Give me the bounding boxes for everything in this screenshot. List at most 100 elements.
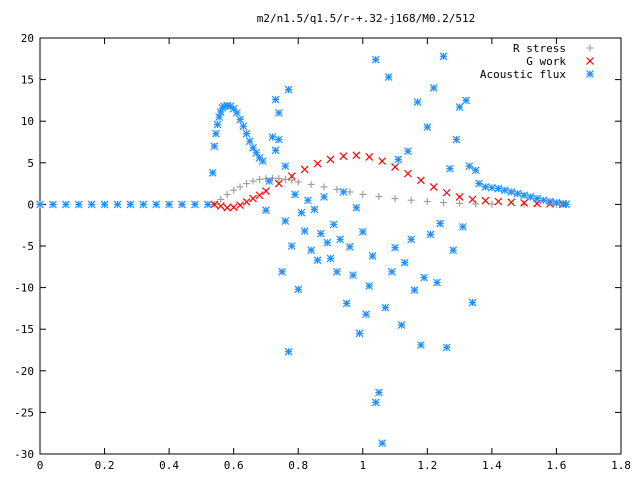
data-point bbox=[374, 388, 383, 397]
data-point bbox=[236, 115, 245, 124]
data-point bbox=[391, 243, 399, 252]
y-tick-label: -30 bbox=[14, 448, 34, 461]
data-point bbox=[552, 198, 561, 207]
data-point bbox=[420, 273, 429, 282]
data-point bbox=[320, 183, 328, 191]
data-point bbox=[407, 196, 415, 204]
data-point bbox=[462, 96, 470, 105]
data-point bbox=[439, 199, 447, 207]
data-point bbox=[139, 200, 148, 209]
data-point bbox=[472, 200, 480, 208]
data-point bbox=[397, 321, 406, 329]
data-point bbox=[243, 180, 251, 188]
data-point bbox=[455, 192, 464, 201]
data-point bbox=[239, 122, 248, 131]
data-point bbox=[513, 189, 522, 198]
data-point bbox=[48, 200, 57, 209]
data-point bbox=[210, 142, 219, 151]
data-point bbox=[449, 246, 458, 255]
data-point bbox=[375, 192, 383, 200]
legend-marker bbox=[586, 57, 594, 65]
data-point bbox=[416, 341, 425, 349]
data-point bbox=[391, 195, 399, 203]
series-3 bbox=[36, 52, 571, 448]
data-point bbox=[436, 219, 445, 228]
data-point bbox=[329, 220, 338, 229]
data-point bbox=[242, 197, 251, 206]
data-point bbox=[274, 108, 283, 117]
data-point bbox=[404, 147, 412, 156]
data-point bbox=[249, 194, 257, 203]
data-point bbox=[371, 55, 380, 64]
x-tick-label: 1 bbox=[359, 459, 366, 472]
data-point bbox=[300, 165, 309, 174]
data-point bbox=[407, 235, 416, 244]
data-point bbox=[349, 271, 358, 280]
data-point bbox=[165, 200, 174, 209]
data-point bbox=[61, 200, 70, 209]
data-point bbox=[423, 123, 432, 131]
data-point bbox=[249, 177, 257, 185]
data-point bbox=[236, 183, 244, 191]
data-point bbox=[333, 267, 341, 276]
data-point bbox=[488, 200, 496, 208]
data-point bbox=[275, 175, 283, 183]
data-point bbox=[310, 205, 319, 214]
x-tick-label: 1.8 bbox=[611, 459, 631, 472]
data-point bbox=[287, 242, 296, 250]
data-point bbox=[262, 206, 270, 215]
data-point bbox=[539, 196, 548, 205]
data-point bbox=[203, 200, 212, 209]
data-point bbox=[297, 208, 306, 217]
data-point bbox=[345, 242, 354, 251]
data-point bbox=[242, 129, 251, 138]
data-point bbox=[191, 200, 199, 209]
data-point bbox=[416, 176, 425, 185]
data-point bbox=[358, 227, 367, 236]
data-point bbox=[245, 137, 254, 146]
x-axis: 0 0.2 0.4 0.6 0.8 1 1.2 1.4 1.6 1.8 bbox=[37, 38, 631, 472]
data-point bbox=[307, 180, 315, 188]
data-point bbox=[152, 200, 161, 209]
data-point bbox=[339, 187, 348, 196]
data-point bbox=[178, 200, 186, 209]
data-point bbox=[262, 187, 270, 196]
data-point bbox=[359, 190, 367, 198]
data-point bbox=[223, 190, 231, 198]
data-point bbox=[384, 73, 393, 82]
data-point bbox=[284, 85, 293, 94]
data-point bbox=[255, 191, 264, 200]
data-point bbox=[387, 267, 396, 276]
data-point bbox=[300, 227, 309, 235]
data-point bbox=[433, 278, 441, 287]
data-point bbox=[339, 152, 348, 161]
data-point bbox=[455, 103, 464, 111]
data-point bbox=[546, 197, 554, 206]
data-point bbox=[294, 285, 303, 294]
data-point bbox=[520, 191, 529, 200]
legend-label: G work bbox=[526, 55, 566, 68]
data-point bbox=[278, 267, 287, 276]
data-point bbox=[471, 166, 480, 175]
data-point bbox=[36, 200, 44, 209]
data-point bbox=[562, 200, 571, 209]
data-point bbox=[446, 164, 454, 173]
data-point bbox=[213, 120, 222, 129]
data-point bbox=[232, 108, 241, 117]
y-tick-label: 5 bbox=[27, 157, 34, 170]
legend-label: Acoustic flux bbox=[480, 68, 566, 81]
data-point bbox=[400, 258, 409, 267]
data-point bbox=[236, 201, 245, 210]
data-point bbox=[394, 155, 403, 164]
x-tick-label: 0.2 bbox=[95, 459, 115, 472]
data-point bbox=[426, 230, 435, 239]
data-point bbox=[333, 185, 341, 193]
data-point bbox=[365, 282, 374, 290]
data-point bbox=[352, 151, 361, 160]
data-point bbox=[368, 252, 377, 260]
data-point bbox=[208, 168, 217, 177]
data-point bbox=[271, 146, 280, 155]
data-point bbox=[291, 190, 299, 199]
y-tick-label: -5 bbox=[21, 240, 34, 253]
